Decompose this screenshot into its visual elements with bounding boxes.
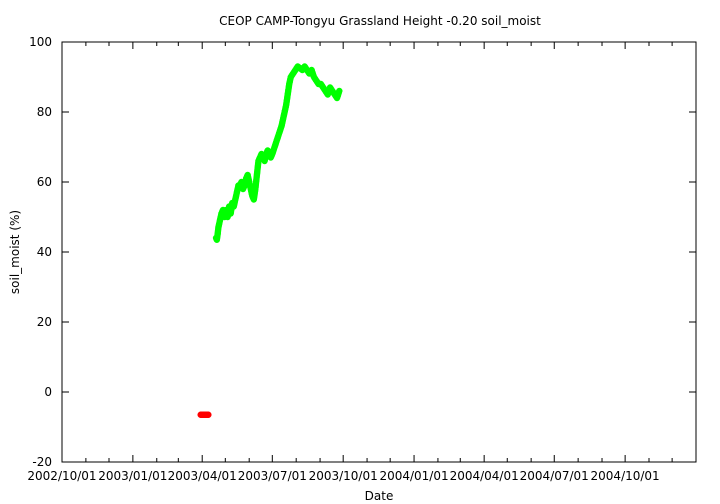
y-tick-label: 20 (37, 315, 52, 329)
y-axis: -20 0 20 40 60 80 100 (29, 35, 696, 469)
x-tick-label: 2004/10/01 (591, 469, 660, 483)
x-tick-label: 2004/04/01 (450, 469, 519, 483)
data-points (197, 63, 343, 418)
x-tick-label: 2003/04/01 (168, 469, 237, 483)
y-tick-label: -20 (32, 455, 52, 469)
plot-frame (61, 41, 697, 463)
y-tick-label: 60 (37, 175, 52, 189)
chart-title: CEOP CAMP-Tongyu Grassland Height -0.20 … (219, 14, 541, 28)
y-axis-label: soil_moist (%) (8, 210, 22, 294)
x-tick-label: 2004/01/01 (379, 469, 448, 483)
data-point (336, 87, 343, 95)
x-tick-label: 2003/01/01 (98, 469, 167, 483)
x-tick-label: 2002/10/01 (27, 469, 96, 483)
y-tick-label: 80 (37, 105, 52, 119)
y-tick-label: 0 (44, 385, 52, 399)
x-axis-label: Date (365, 489, 394, 503)
x-axis: 2002/10/01 2003/01/01 2003/04/01 2003/07/01… (27, 42, 697, 483)
data-point (205, 411, 212, 418)
x-tick-label: 2003/10/01 (309, 469, 378, 483)
x-tick-label: 2003/07/01 (238, 469, 307, 483)
y-tick-label: 100 (29, 35, 52, 49)
y-tick-label: 40 (37, 245, 52, 259)
x-tick-label: 2004/07/01 (520, 469, 589, 483)
